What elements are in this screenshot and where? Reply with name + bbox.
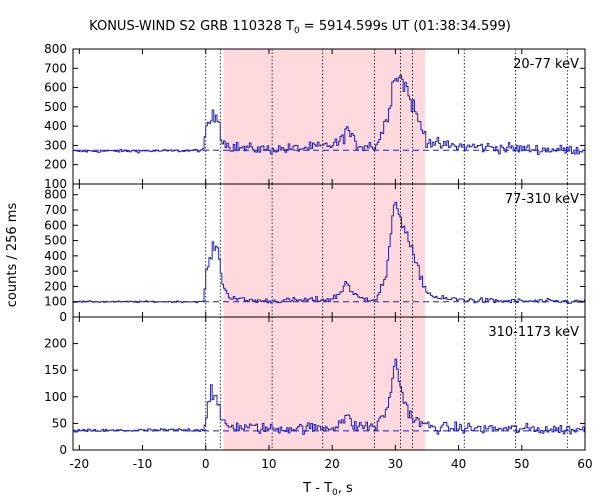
y-tick-label: 100: [44, 177, 67, 191]
chart-title: KONUS-WIND S2 GRB 110328 T0 = 5914.599s …: [89, 19, 511, 36]
x-tick-label: 20: [325, 457, 340, 471]
lightcurve-series: [73, 201, 585, 304]
y-tick-label: 200: [44, 279, 67, 293]
shaded-interval: [223, 49, 426, 184]
x-tick-label: -20: [70, 457, 90, 471]
y-tick-label: 700: [44, 61, 67, 75]
y-tick-label: 200: [44, 158, 67, 172]
y-tick-label: 300: [44, 264, 67, 278]
y-tick-label: 500: [44, 100, 67, 114]
energy-band-label: 20-77 keV: [513, 57, 579, 72]
y-tick-label: 700: [44, 203, 67, 217]
x-tick-label: 10: [261, 457, 276, 471]
lightcurve-series: [73, 74, 585, 156]
lightcurve-series: [73, 358, 585, 435]
y-tick-label: 400: [44, 249, 67, 263]
panel-1: 100 200 300 400 500 600 700 800 20-77 keV: [44, 42, 586, 191]
y-tick-label: 0: [59, 310, 67, 324]
energy-band-label: 310-1173 keV: [488, 325, 579, 340]
y-tick-label: 200: [44, 337, 67, 351]
shaded-interval: [223, 184, 426, 317]
x-tick-label: 60: [577, 457, 592, 471]
y-tick-label: 300: [44, 138, 67, 152]
energy-band-label: 77-310 keV: [505, 192, 579, 207]
x-tick-label: 30: [388, 457, 403, 471]
x-tick-label: 50: [514, 457, 529, 471]
panel-frame: [72, 316, 586, 451]
y-axis-label: counts / 256 ms: [5, 203, 20, 308]
x-axis-label: T - T0, s: [302, 481, 353, 498]
y-tick-label: 100: [44, 390, 67, 404]
y-tick-label: 150: [44, 363, 67, 377]
y-tick-label: 600: [44, 81, 67, 95]
y-tick-label: 500: [44, 234, 67, 248]
y-tick-label: 600: [44, 218, 67, 232]
y-tick-label: 0: [59, 443, 67, 457]
panel-3: 0 50 100 150 200 -20 -10 0 10 20 30 40 50 60 310-1173 …: [44, 316, 593, 471]
y-tick-label: 800: [44, 188, 67, 202]
x-tick-label: 0: [202, 457, 210, 471]
y-tick-label: 800: [44, 42, 67, 56]
y-tick-label: 50: [52, 416, 67, 430]
y-tick-label: 400: [44, 119, 67, 133]
x-tick-label: -10: [133, 457, 153, 471]
x-tick-label: 40: [451, 457, 466, 471]
y-tick-label: 100: [44, 295, 67, 309]
